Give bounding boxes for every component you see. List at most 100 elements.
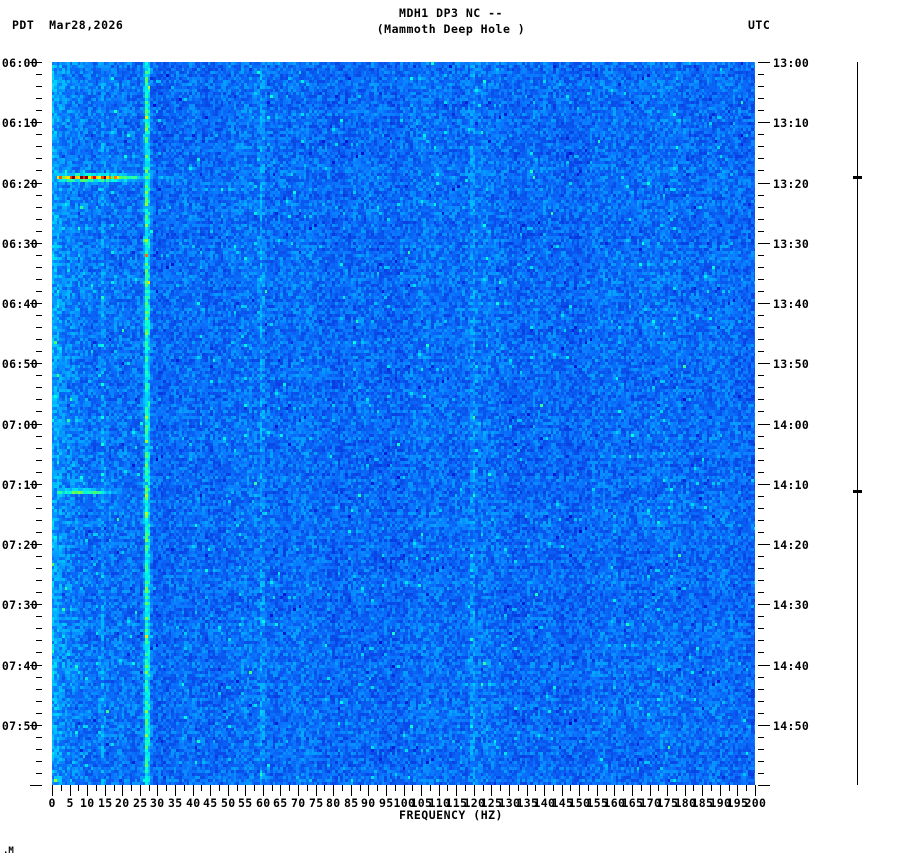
time-axis-utc-minor-tick	[758, 508, 764, 509]
frequency-axis-major-tick	[368, 785, 369, 796]
time-axis-local-minor-tick	[36, 496, 42, 497]
frequency-axis-label: 35	[168, 796, 183, 810]
frequency-axis-major-tick	[527, 785, 528, 796]
time-axis-utc-minor-tick	[758, 411, 764, 412]
frequency-axis-major-tick	[175, 785, 176, 796]
frequency-axis-major-tick	[685, 785, 686, 796]
frequency-axis-major-tick	[491, 785, 492, 796]
frequency-axis-label: 130	[498, 796, 521, 810]
time-axis-utc-minor-tick	[758, 520, 764, 521]
time-axis-local-minor-tick	[36, 339, 42, 340]
frequency-axis-major-tick	[245, 785, 246, 796]
frequency-axis-minor-tick	[500, 785, 501, 791]
time-axis-utc-minor-tick	[758, 86, 764, 87]
frequency-axis-label: 50	[221, 796, 236, 810]
time-axis-utc-minor-tick	[758, 689, 764, 690]
frequency-axis-major-tick	[702, 785, 703, 796]
time-axis-utc-major-tick	[758, 424, 770, 425]
time-axis-utc-label: 13:30	[773, 237, 810, 251]
header-local-time-and-date: PDT Mar28,2026	[12, 18, 124, 32]
time-axis-local-label: 07:10	[1, 478, 38, 492]
time-axis-local-label: 07:00	[1, 418, 38, 432]
time-axis-local-minor-tick	[36, 436, 42, 437]
time-axis-local-minor-tick	[36, 279, 42, 280]
frequency-axis-major-tick	[263, 785, 264, 796]
frequency-axis-minor-tick	[676, 785, 677, 791]
frequency-axis-minor-tick	[535, 785, 536, 791]
time-axis-utc-minor-tick	[758, 207, 764, 208]
frequency-axis-major-tick	[70, 785, 71, 796]
time-axis-utc-minor-tick	[758, 616, 764, 617]
frequency-axis-label: 150	[568, 796, 591, 810]
frequency-axis-label: 80	[326, 796, 341, 810]
time-axis-local-minor-tick	[36, 689, 42, 690]
frequency-axis-major-tick	[122, 785, 123, 796]
time-axis-utc-major-tick	[758, 484, 770, 485]
frequency-axis-minor-tick	[201, 785, 202, 791]
time-axis-utc-minor-tick	[758, 652, 764, 653]
time-axis-utc-minor-tick	[758, 158, 764, 159]
time-axis-utc-minor-tick	[758, 195, 764, 196]
frequency-axis: 0 5 10 15 20 25 30 35 40 45 50 55 60 65 70 75 80 85 90 95 10…	[48, 785, 766, 825]
spectrogram-canvas[interactable]	[52, 62, 755, 785]
time-axis-utc-minor-tick	[758, 134, 764, 135]
time-axis-utc-major-tick	[758, 665, 770, 666]
time-axis-utc-minor-tick	[758, 761, 764, 762]
frequency-axis-minor-tick	[149, 785, 150, 791]
event-marker[interactable]	[853, 176, 862, 179]
time-axis-local-minor-tick	[36, 98, 42, 99]
frequency-axis-minor-tick	[623, 785, 624, 791]
time-axis-local-minor-tick	[36, 460, 42, 461]
frequency-axis-label: 85	[344, 796, 359, 810]
frequency-axis-minor-tick	[324, 785, 325, 791]
time-axis-local-minor-tick	[36, 580, 42, 581]
time-axis-utc-minor-tick	[758, 315, 764, 316]
time-axis-utc-minor-tick	[758, 339, 764, 340]
frequency-axis-label: 170	[639, 796, 662, 810]
time-axis-utc-minor-tick	[758, 436, 764, 437]
frequency-axis-label: 145	[551, 796, 574, 810]
frequency-axis-minor-tick	[61, 785, 62, 791]
frequency-axis-label: 140	[533, 796, 556, 810]
frequency-axis-major-tick	[210, 785, 211, 796]
frequency-axis-major-tick	[509, 785, 510, 796]
frequency-axis-major-tick	[157, 785, 158, 796]
frequency-axis-major-tick	[105, 785, 106, 796]
frequency-axis-minor-tick	[447, 785, 448, 791]
frequency-axis-label: 70	[291, 796, 306, 810]
time-axis-local-minor-tick	[36, 74, 42, 75]
frequency-axis-label: 0	[48, 796, 56, 810]
frequency-axis-label: 165	[621, 796, 644, 810]
station-name-line: (Mammoth Deep Hole )	[376, 22, 526, 36]
frequency-axis-label: 40	[186, 796, 201, 810]
time-axis-local-minor-tick	[36, 86, 42, 87]
time-axis-local-minor-tick	[36, 677, 42, 678]
time-axis-utc-minor-tick	[758, 291, 764, 292]
time-axis-local-minor-tick	[36, 110, 42, 111]
event-marker[interactable]	[853, 490, 862, 493]
frequency-axis-major-tick	[421, 785, 422, 796]
frequency-axis-minor-tick	[114, 785, 115, 791]
time-axis-utc-minor-tick	[758, 592, 764, 593]
frequency-axis-label: 15	[98, 796, 113, 810]
time-axis-utc-minor-tick	[758, 351, 764, 352]
spectrogram-plot-area[interactable]	[52, 62, 755, 785]
frequency-axis-major-tick	[298, 785, 299, 796]
time-axis-utc-minor-tick	[758, 472, 764, 473]
time-axis-local-minor-tick	[36, 749, 42, 750]
frequency-axis-minor-tick	[360, 785, 361, 791]
time-axis-utc-minor-tick	[758, 701, 764, 702]
frequency-axis-minor-tick	[711, 785, 712, 791]
time-axis-local-minor-tick	[36, 134, 42, 135]
time-axis-utc-minor-tick	[758, 640, 764, 641]
frequency-axis-minor-tick	[289, 785, 290, 791]
time-axis-local-minor-tick	[36, 628, 42, 629]
frequency-axis-label: 185	[691, 796, 714, 810]
frequency-axis-minor-tick	[96, 785, 97, 791]
time-axis-utc-minor-tick	[758, 737, 764, 738]
frequency-axis-label: 190	[709, 796, 732, 810]
time-axis-utc-label: 14:20	[773, 538, 810, 552]
frequency-axis-major-tick	[562, 785, 563, 796]
time-axis-local-minor-tick	[36, 315, 42, 316]
time-axis-utc-minor-tick	[758, 580, 764, 581]
